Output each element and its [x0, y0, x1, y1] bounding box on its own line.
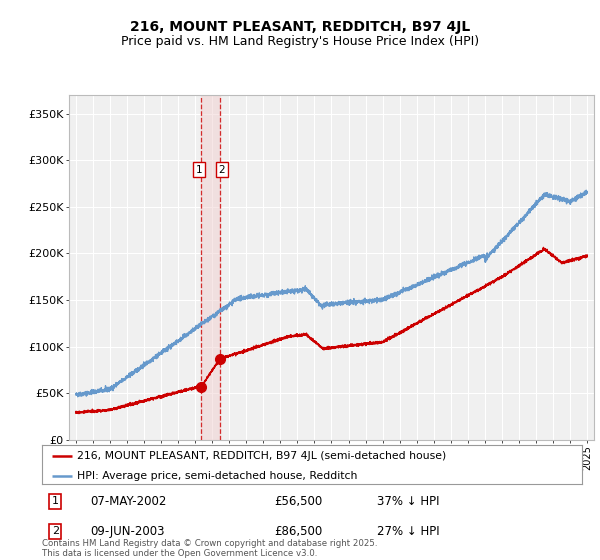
Text: 1: 1 [196, 165, 202, 175]
Text: 2: 2 [218, 165, 225, 175]
Text: 216, MOUNT PLEASANT, REDDITCH, B97 4JL: 216, MOUNT PLEASANT, REDDITCH, B97 4JL [130, 20, 470, 34]
Text: 37% ↓ HPI: 37% ↓ HPI [377, 494, 439, 508]
Text: 2: 2 [52, 526, 59, 536]
Text: Contains HM Land Registry data © Crown copyright and database right 2025.
This d: Contains HM Land Registry data © Crown c… [42, 539, 377, 558]
Text: Price paid vs. HM Land Registry's House Price Index (HPI): Price paid vs. HM Land Registry's House … [121, 35, 479, 48]
Text: £86,500: £86,500 [274, 525, 322, 538]
Text: 216, MOUNT PLEASANT, REDDITCH, B97 4JL (semi-detached house): 216, MOUNT PLEASANT, REDDITCH, B97 4JL (… [77, 451, 446, 461]
Bar [201, 95, 220, 440]
Text: 27% ↓ HPI: 27% ↓ HPI [377, 525, 439, 538]
Text: 1: 1 [52, 496, 59, 506]
Text: 07-MAY-2002: 07-MAY-2002 [91, 494, 167, 508]
Text: HPI: Average price, semi-detached house, Redditch: HPI: Average price, semi-detached house,… [77, 471, 358, 481]
Text: £56,500: £56,500 [274, 494, 322, 508]
Text: 09-JUN-2003: 09-JUN-2003 [91, 525, 165, 538]
